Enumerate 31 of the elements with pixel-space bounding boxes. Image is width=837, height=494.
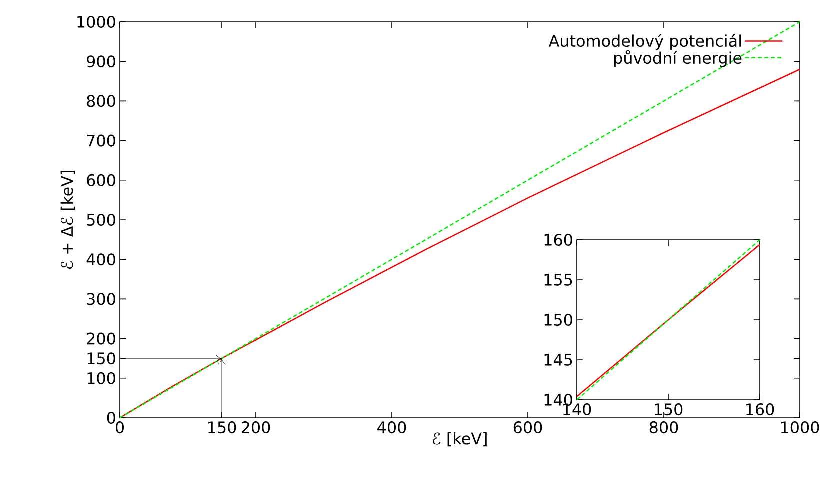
y-tick-label: 400 (86, 254, 116, 266)
x-tick-label: 400 (378, 422, 406, 434)
y-tick-label: 800 (87, 95, 116, 108)
x-tick-label: 800 (650, 422, 678, 434)
y-tick-label: 900 (87, 56, 116, 68)
x-tick-label: 200 (242, 422, 270, 434)
x-axis-title: ℰ [keV] (433, 432, 487, 447)
y-tick-label: 300 (87, 293, 116, 306)
y-tick-label: 600 (87, 174, 116, 186)
y-tick-label: 500 (87, 214, 116, 226)
x-tick-label: 600 (514, 422, 542, 434)
y-tick-label: 100 (88, 372, 116, 384)
x-tick-label: 150 (208, 422, 236, 434)
x-tick-label: 1000 (781, 422, 820, 434)
y-tick-label: 0 (107, 412, 116, 424)
legend-label: původní energie (614, 50, 742, 68)
x-tick-label: 150 (655, 404, 683, 416)
y-axis-title: ℰ + Δℰ [keV] (60, 171, 76, 270)
y-tick-label: 145 (544, 354, 572, 366)
x-tick-label: 0 (116, 422, 124, 434)
x-tick-label: 160 (746, 404, 774, 416)
y-tick-label: 150 (544, 314, 572, 326)
x-tick-label: 140 (564, 404, 592, 416)
y-tick-label: 1000 (78, 16, 116, 28)
y-tick-label: 140 (544, 394, 572, 406)
y-tick-label: 200 (87, 332, 116, 345)
y-tick-label: 700 (87, 134, 116, 147)
y-tick-label: 160 (544, 234, 572, 246)
y-tick-label: 155 (544, 274, 572, 286)
legend-label: Automodelový potenciál (548, 34, 742, 50)
y-tick-label: 150 (88, 352, 116, 365)
